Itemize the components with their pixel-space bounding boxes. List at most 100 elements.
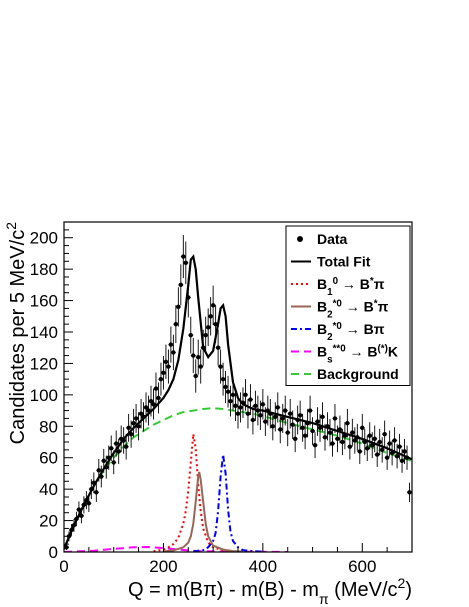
data-point	[161, 370, 166, 376]
data-point	[320, 414, 325, 420]
data-point	[220, 376, 226, 382]
data-point	[307, 408, 313, 413]
data-point	[183, 260, 188, 266]
data-point	[101, 458, 106, 464]
data-point	[263, 419, 268, 424]
data-point	[218, 364, 223, 369]
data-point	[315, 419, 320, 424]
y-tick-label: 60	[39, 449, 58, 468]
y-tick-label: 80	[39, 417, 58, 436]
y-tick-label: 200	[30, 229, 58, 248]
data-point	[176, 304, 181, 310]
data-point	[196, 354, 201, 360]
data-point	[265, 408, 271, 413]
data-point	[208, 314, 213, 319]
data-point	[382, 431, 387, 437]
y-tick-label: 0	[49, 543, 58, 562]
y-tick-label: 180	[30, 260, 58, 279]
data-point	[84, 497, 89, 503]
data-point	[168, 342, 174, 347]
data-point	[123, 444, 129, 449]
data-point	[295, 417, 300, 423]
data-point	[360, 425, 365, 431]
data-point	[273, 414, 278, 420]
data-point	[193, 373, 198, 379]
data-point	[345, 420, 350, 426]
data-point	[163, 359, 169, 365]
data-point	[213, 321, 218, 327]
data-point	[109, 446, 114, 451]
data-point	[76, 507, 82, 512]
data-point	[153, 386, 159, 391]
data-point	[248, 397, 253, 402]
data-point	[74, 516, 79, 522]
x-axis-title: Q = m(Bπ) - m(B) - mπ (MeV/c2)	[128, 575, 412, 607]
curve-b1	[153, 433, 234, 552]
data-point	[81, 502, 87, 508]
data-point	[243, 392, 248, 398]
x-tick-label: 400	[249, 557, 277, 576]
data-point	[253, 403, 258, 409]
data-point	[230, 392, 236, 398]
data-point	[143, 405, 149, 410]
data-point	[397, 444, 402, 449]
data-point	[96, 468, 102, 473]
data-point	[370, 442, 375, 448]
data-point	[350, 430, 355, 435]
data-point	[238, 405, 243, 410]
data-point	[233, 403, 238, 409]
data-point	[131, 420, 136, 426]
data-point	[270, 424, 275, 429]
data-point	[288, 411, 293, 416]
y-tick-label: 40	[39, 480, 58, 499]
data-point	[250, 417, 256, 423]
data-point	[173, 321, 179, 327]
data-point	[332, 416, 338, 421]
data-point	[148, 398, 154, 404]
data-point	[205, 325, 211, 330]
data-point	[305, 420, 310, 426]
data-point	[377, 439, 382, 445]
data-point	[240, 400, 246, 405]
legend-label-b1: B10 → B*π	[317, 276, 385, 298]
data-point	[106, 455, 111, 460]
data-point	[136, 424, 141, 429]
data-point	[198, 364, 203, 369]
y-tick-label: 120	[30, 354, 58, 373]
data-point	[245, 411, 251, 416]
data-point	[258, 413, 263, 418]
data-point	[394, 453, 400, 459]
data-point	[365, 446, 370, 451]
data-point	[166, 364, 171, 369]
data-point	[278, 427, 283, 432]
data-point	[312, 442, 318, 448]
data-point	[86, 501, 92, 506]
data-point	[158, 376, 164, 382]
data-point	[126, 425, 131, 431]
data-point	[402, 449, 407, 454]
data-point	[64, 545, 69, 550]
axes-layer: 0 20 40 60 80 100 120 140 160 180 200 0 200 400 600	[30, 221, 413, 576]
data-point	[91, 480, 97, 486]
data-point	[188, 332, 193, 338]
data-point	[146, 408, 151, 413]
data-point	[121, 438, 126, 443]
data-point	[387, 441, 392, 446]
data-point	[317, 425, 323, 431]
legend-label-bkg: Background	[317, 366, 399, 382]
data-point	[151, 402, 156, 407]
y-tick-label: 160	[30, 292, 58, 311]
data-point	[111, 460, 116, 465]
data-point	[275, 405, 280, 410]
data-point	[372, 436, 377, 442]
data-point	[201, 345, 206, 350]
data-point	[94, 490, 99, 495]
data-point	[389, 450, 395, 456]
legend-label-total: Total Fit	[317, 254, 371, 270]
data-point	[352, 438, 358, 443]
data-point	[367, 433, 372, 438]
y-axis-title: Candidates per 5 MeV/c2	[3, 222, 29, 445]
data-point	[99, 474, 104, 479]
data-point	[116, 449, 121, 454]
